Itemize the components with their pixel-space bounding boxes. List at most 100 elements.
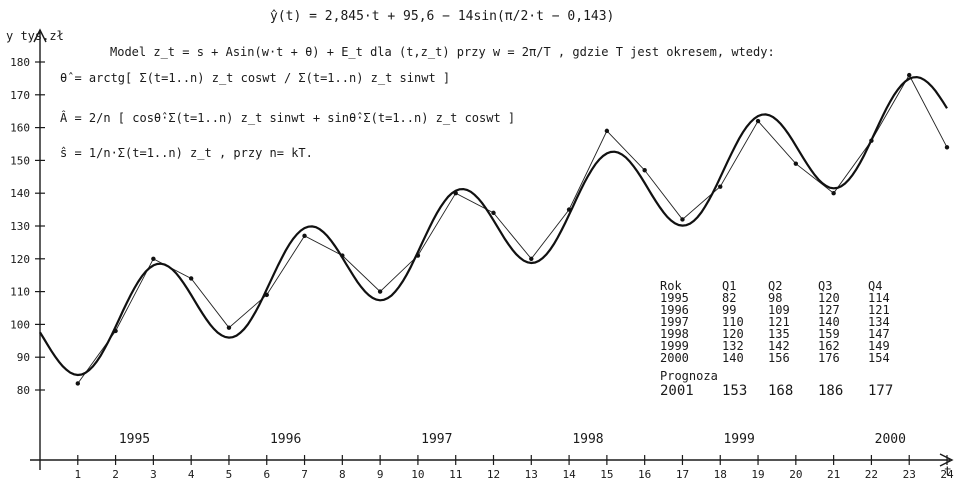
x-tick-label: 24	[940, 468, 954, 481]
x-tick-label: 19	[751, 468, 764, 481]
forecast-cell: 186	[818, 383, 843, 399]
year-label: 1996	[270, 432, 301, 447]
mean-formula: ŝ = 1/n·Σ(t=1..n) z_t , przy n= kT.	[60, 146, 313, 160]
observed-point	[907, 72, 912, 78]
x-axis-arrow	[939, 453, 954, 467]
x-tick-label: 18	[714, 468, 727, 481]
year-label: 1998	[572, 432, 603, 447]
x-tick-label: 10	[411, 468, 424, 481]
y-tick-label: 110	[10, 286, 30, 299]
table-cell: 1996	[660, 303, 689, 317]
x-tick-label: 12	[487, 468, 500, 481]
amplitude-formula: Â = 2/n [ cosθ̂·Σ(t=1..n) z_t sinwt + si…	[60, 110, 515, 125]
table-cell: 159	[818, 327, 840, 341]
observed-point	[302, 233, 307, 239]
table-cell: 142	[768, 339, 790, 353]
table-cell: 140	[722, 351, 744, 365]
x-tick-label: 1	[74, 468, 81, 481]
x-tick-label: 9	[377, 468, 384, 481]
observed-point	[680, 217, 685, 222]
observed-point	[529, 256, 534, 261]
table-cell: 162	[818, 339, 840, 353]
table-cell: 1998	[660, 327, 689, 341]
x-axis-label: t	[944, 465, 952, 480]
table-cell: 1999	[660, 339, 689, 353]
x-tick-group: 1 2 3 4 5 6 7 8 9 10 11 12 13 14 15 16 17 18 19 20 21 22 23 24	[74, 455, 954, 481]
quarterly-data-table: Rok Q1 Q2 Q3 Q4 1995 82 98 120 114 1996 …	[660, 279, 893, 399]
table-cell: 121	[768, 315, 790, 329]
forecast-cell: 153	[722, 383, 747, 399]
table-cell: 134	[868, 315, 890, 329]
x-tick-label: 13	[525, 468, 538, 481]
y-tick-group: 80 90 100 110 120 130 140 150 160 170 180	[10, 56, 45, 397]
observed-point	[944, 145, 950, 150]
table-cell: 2000	[660, 351, 689, 365]
forecast-cell: 2001	[660, 383, 694, 399]
x-tick-label: 14	[562, 468, 576, 481]
y-tick-label: 130	[10, 220, 30, 233]
table-cell: 149	[868, 339, 890, 353]
x-tick-label: 23	[903, 468, 916, 481]
table-cell: 127	[818, 303, 840, 317]
table-header-year: Rok	[660, 279, 682, 293]
y-tick-label: 100	[10, 318, 30, 331]
x-tick-label: 11	[449, 468, 462, 481]
table-cell: 147	[868, 327, 890, 341]
y-tick-label: 170	[10, 89, 30, 102]
observed-point	[755, 118, 761, 124]
y-tick-label: 90	[17, 351, 30, 364]
table-header-q4: Q4	[868, 279, 882, 293]
table-cell: 120	[722, 327, 744, 341]
x-tick-label: 17	[676, 468, 689, 481]
table-cell: 140	[818, 315, 840, 329]
observed-point	[75, 381, 80, 386]
year-label: 1997	[421, 432, 452, 447]
y-tick-label: 140	[10, 187, 30, 200]
table-cell: 1995	[660, 291, 689, 305]
observed-point	[491, 210, 496, 216]
y-tick-label: 80	[17, 384, 30, 397]
table-cell: 132	[722, 339, 744, 353]
table-cell: 135	[768, 327, 790, 341]
table-cell: 98	[768, 291, 782, 305]
observed-point	[831, 191, 836, 196]
x-tick-label: 20	[789, 468, 802, 481]
year-label: 1999	[723, 432, 754, 447]
x-tick-label: 8	[339, 468, 346, 481]
observed-point	[151, 256, 156, 261]
forecast-label: Prognoza	[660, 369, 718, 383]
x-tick-label: 2	[112, 468, 119, 481]
table-cell: 82	[722, 291, 736, 305]
table-cell: 121	[868, 303, 890, 317]
y-tick-label: 150	[10, 154, 30, 167]
table-cell: 114	[868, 291, 890, 305]
table-cell: 1997	[660, 315, 689, 329]
table-header-q3: Q3	[818, 279, 832, 293]
table-cell: 110	[722, 315, 744, 329]
model-equation-title: ŷ(t) = 2,845·t + 95,6 − 14sin(π/2·t − 0,…	[270, 9, 614, 24]
observed-point	[642, 168, 647, 173]
x-tick-label: 16	[638, 468, 651, 481]
year-label-group: 1995 1996 1997 1998 1999 2000	[119, 432, 906, 447]
model-definition: Model z_t = s + Asin(w·t + θ) + E_t dla …	[110, 45, 775, 59]
x-tick-label: 21	[827, 468, 840, 481]
observed-point	[604, 128, 610, 134]
observed-point	[377, 289, 383, 294]
series-group	[39, 72, 950, 386]
table-cell: 176	[818, 351, 840, 365]
year-label: 1995	[119, 432, 150, 447]
table-cell: 120	[818, 291, 840, 305]
x-tick-label: 4	[188, 468, 195, 481]
table-cell: 109	[768, 303, 790, 317]
y-tick-label: 180	[10, 56, 30, 69]
x-tick-label: 5	[226, 468, 233, 481]
y-axis-label: y tys.zł	[6, 29, 64, 43]
forecast-cell: 177	[868, 383, 893, 399]
y-tick-label: 160	[10, 122, 30, 135]
observed-point	[226, 325, 232, 330]
y-tick-label: 120	[10, 253, 30, 266]
theta-formula: θ̂ = arctg[ Σ(t=1..n) z_t coswt / Σ(t=1.…	[60, 71, 450, 85]
y-axis-arrow	[33, 28, 47, 43]
observed-point	[718, 184, 723, 189]
